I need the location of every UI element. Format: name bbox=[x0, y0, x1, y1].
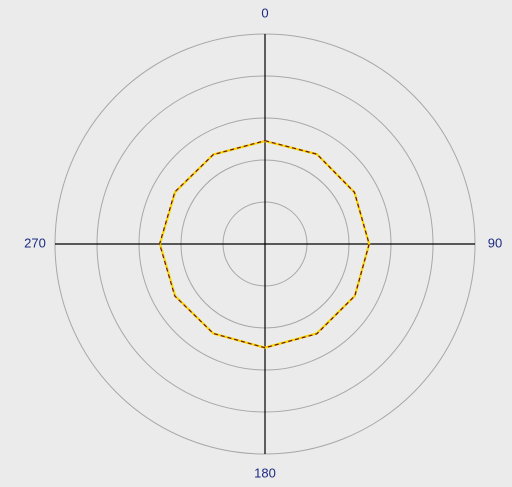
angle-label: 0 bbox=[261, 5, 268, 20]
series-line bbox=[158, 140, 370, 349]
angle-label: 180 bbox=[254, 465, 276, 480]
angle-label: 90 bbox=[488, 235, 502, 250]
angle-label: 270 bbox=[24, 235, 46, 250]
